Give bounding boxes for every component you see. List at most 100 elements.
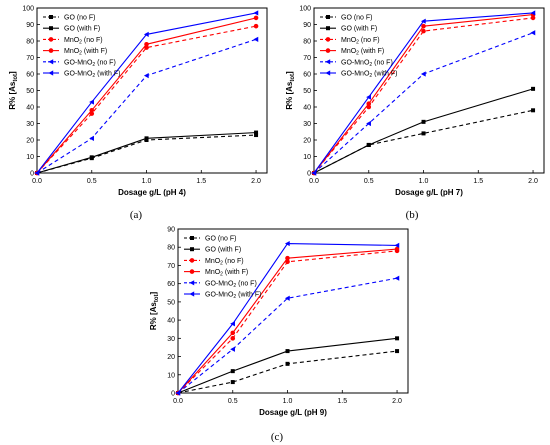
data-point xyxy=(144,136,149,141)
legend-label: GO-MnO2 (no F) xyxy=(64,59,116,68)
data-point xyxy=(89,135,94,141)
data-point xyxy=(254,133,259,138)
y-axis-label: R% [Astot] xyxy=(8,71,19,110)
data-point xyxy=(530,30,536,36)
legend-label-end: (with F) xyxy=(236,292,261,299)
legend-label: GO (no F) xyxy=(205,236,237,243)
legend-label-end: (with F) xyxy=(359,48,384,55)
panel-label: (b) xyxy=(406,209,419,221)
legend-label-subscript: 2 xyxy=(369,73,372,79)
series-1 xyxy=(176,349,400,395)
legend-entry: GO (no F) xyxy=(184,236,237,243)
legend-marker xyxy=(189,280,195,286)
legend-marker xyxy=(48,59,54,65)
legend-label-subscript: 2 xyxy=(356,51,359,57)
y-tick-label: 90 xyxy=(167,227,175,234)
series-line xyxy=(177,243,398,394)
series-4 xyxy=(175,246,400,396)
series-line xyxy=(177,277,398,394)
series-4 xyxy=(34,15,259,176)
y-tick-label: 30 xyxy=(167,336,175,343)
x-tick-label: 1.0 xyxy=(142,178,152,185)
data-point xyxy=(421,119,426,124)
y-axis-label-subscript: tot xyxy=(290,74,296,82)
legend-entry: GO (with F) xyxy=(320,26,377,33)
panel-label: (a) xyxy=(130,209,143,221)
legend-marker xyxy=(189,258,195,263)
data-point xyxy=(230,380,235,385)
legend-label-text: MnO xyxy=(205,258,221,265)
legend-marker xyxy=(325,37,331,42)
legend-label: GO (with F) xyxy=(64,26,100,33)
legend-label-end: (with F) xyxy=(372,71,397,78)
legend-entry: MnO2 (no F) xyxy=(43,37,103,45)
series-line xyxy=(313,17,534,174)
data-point xyxy=(395,349,400,354)
data-point xyxy=(284,295,290,301)
legend-marker xyxy=(49,15,53,19)
legend-entry: MnO2 (with F) xyxy=(184,269,248,278)
data-point xyxy=(530,15,536,21)
legend-label-end: (no F) xyxy=(95,59,116,66)
legend-marker xyxy=(326,15,330,19)
y-tick-label: 30 xyxy=(26,121,34,128)
legend-entry: GO-MnO2 (with F) xyxy=(184,291,261,300)
y-axis-label-end: ] xyxy=(149,291,158,294)
legend-label: MnO2 (with F) xyxy=(341,48,384,57)
legend-label-subscript: 2 xyxy=(79,51,82,57)
legend-entry: GO-MnO2 (no F) xyxy=(320,59,393,68)
legend-label: MnO2 (with F) xyxy=(205,269,248,278)
y-tick-label: 80 xyxy=(303,39,311,46)
data-point xyxy=(394,275,400,281)
y-tick-label: 70 xyxy=(26,55,34,62)
data-point xyxy=(253,10,259,16)
y-axis-label-main: R% [As xyxy=(149,302,158,331)
y-tick-label: 100 xyxy=(22,6,34,13)
legend-label-end: (no F) xyxy=(359,37,380,44)
data-point xyxy=(531,108,536,113)
legend-label-subscript: 2 xyxy=(92,62,95,68)
legend-entry: MnO2 (no F) xyxy=(320,37,380,45)
data-point xyxy=(253,15,259,21)
x-tick-label: 0.5 xyxy=(228,398,238,405)
legend-label-end: (no F) xyxy=(236,280,257,287)
legend-marker xyxy=(48,48,54,53)
x-axis-label: Dosage g/L (pH 4) xyxy=(118,188,186,197)
data-point xyxy=(531,86,536,91)
legend: GO (no F) GO (with F) MnO2 (no F) MnO2 (wit… xyxy=(43,15,120,79)
legend-label: MnO2 (with F) xyxy=(64,48,107,57)
legend: GO (no F) GO (with F) MnO2 (no F) MnO2 (wit… xyxy=(320,15,397,79)
legend-label: GO-MnO2 (with F) xyxy=(205,292,261,301)
y-tick-label: 40 xyxy=(26,105,34,112)
data-point xyxy=(89,155,94,160)
legend-label-text: GO-MnO xyxy=(341,71,370,78)
legend-label-subscript: 2 xyxy=(233,294,236,300)
data-point xyxy=(366,94,371,100)
legend: GO (no F)GO (with F)MnO2 (no F)MnO2 (wit… xyxy=(184,236,261,300)
legend-entry: GO-MnO2 (with F) xyxy=(43,70,120,79)
legend-label-text: GO (no F) xyxy=(64,15,96,22)
x-tick-label: 2.0 xyxy=(528,178,538,185)
y-tick-label: 70 xyxy=(303,55,311,62)
legend-label: MnO2 (no F) xyxy=(205,258,244,267)
data-point xyxy=(144,42,149,47)
y-tick-label: 40 xyxy=(303,105,311,112)
data-point xyxy=(34,170,40,176)
y-tick-label: 0 xyxy=(30,171,34,178)
series-line xyxy=(313,14,534,174)
series-line xyxy=(36,12,257,174)
series-line xyxy=(177,337,398,394)
legend-entry: MnO2 (no F) xyxy=(184,258,244,267)
y-tick-label: 50 xyxy=(26,88,34,95)
data-point xyxy=(366,120,371,127)
data-point xyxy=(285,361,290,366)
x-tick-label: 2.0 xyxy=(392,398,402,405)
chart-panel-2: 0 10 20 30 40 50 60 70 80 90 100 0.0 0.5 1.0 1.5 2.0 Dos… xyxy=(285,6,545,197)
legend-label-text: GO (no F) xyxy=(341,15,373,22)
data-point xyxy=(421,28,426,34)
data-point xyxy=(230,369,235,374)
legend-label-subscript: 2 xyxy=(220,272,223,278)
legend-entry: GO (no F) xyxy=(320,15,373,22)
x-tick-label: 0.0 xyxy=(32,178,42,185)
series-3 xyxy=(311,15,536,176)
